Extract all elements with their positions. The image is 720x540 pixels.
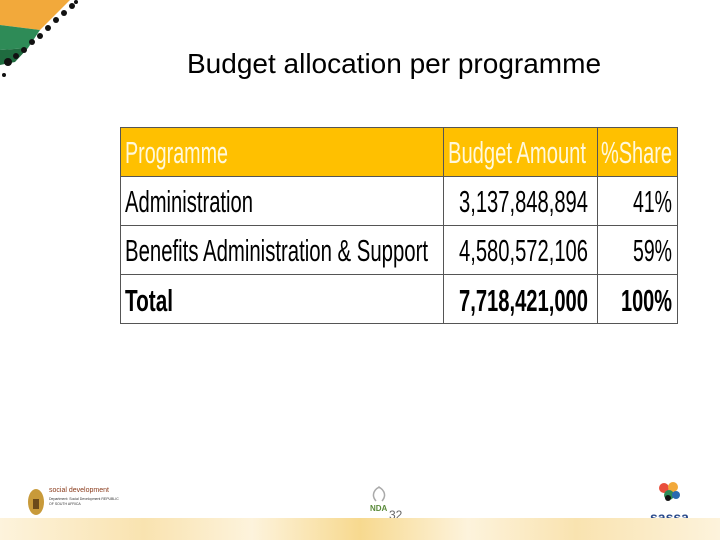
amount-cell: 3,137,848,894 (443, 176, 598, 226)
table-row: Administration 3,137,848,894 41% (120, 176, 678, 226)
svg-text:Budget Amount: Budget Amount (448, 135, 586, 170)
svg-text:Benefits Administration & Supp: Benefits Administration & Support (125, 233, 428, 268)
total-row: Total 7,718,421,000 100% (120, 274, 678, 324)
header-share: %Share (597, 127, 678, 177)
share-cell: 100% (597, 274, 678, 324)
programme-cell: Benefits Administration & Support (120, 225, 444, 275)
programme-cell: Administration (120, 176, 444, 226)
header-programme: Programme (120, 127, 444, 177)
svg-text:Programme: Programme (125, 135, 228, 170)
decorative-cubes-graphic (0, 0, 78, 77)
coat-of-arms-icon (28, 489, 44, 515)
svg-text:4,580,572,106: 4,580,572,106 (459, 233, 588, 268)
social-development-logo: social development Department: Social De… (27, 487, 119, 517)
sassa-hands-icon (659, 482, 681, 501)
svg-text:%Share: %Share (601, 135, 672, 170)
amount-cell: 7,718,421,000 (443, 274, 598, 324)
nda-swirl-icon (372, 486, 386, 502)
footer-decorative-band (0, 518, 720, 540)
budget-table: Programme Budget Amount %Share Administr… (120, 127, 678, 324)
table-row: Benefits Administration & Support 4,580,… (120, 225, 678, 275)
nda-logo: NDA (370, 486, 388, 513)
svg-text:41%: 41% (633, 184, 672, 219)
svg-text:3,137,848,894: 3,137,848,894 (459, 184, 588, 219)
slide-title: Budget allocation per programme (187, 48, 602, 79)
svg-text:100%: 100% (621, 283, 672, 318)
svg-text:Administration: Administration (125, 184, 253, 219)
share-cell: 41% (597, 176, 678, 226)
table-header-row: Programme Budget Amount %Share (120, 127, 678, 177)
svg-text:59%: 59% (633, 233, 672, 268)
header-budget-amount: Budget Amount (443, 127, 598, 177)
programme-cell: Total (120, 274, 444, 324)
share-cell: 59% (597, 225, 678, 275)
svg-text:Total: Total (125, 283, 173, 318)
svg-text:7,718,421,000: 7,718,421,000 (459, 283, 588, 318)
amount-cell: 4,580,572,106 (443, 225, 598, 275)
